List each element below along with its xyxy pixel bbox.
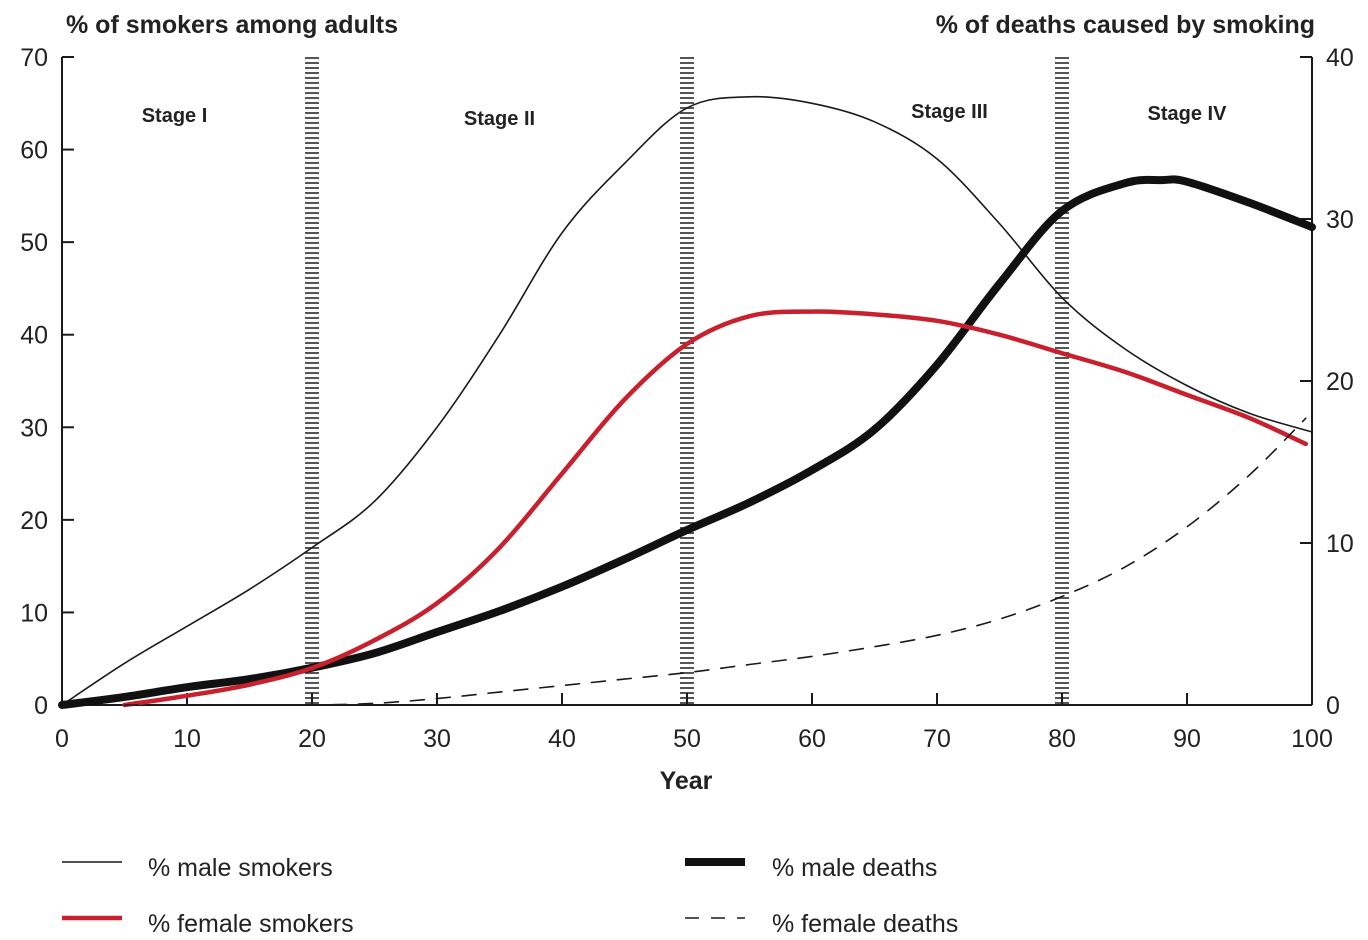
stage-label: Stage IV: [1148, 103, 1228, 125]
x-tick-label: 40: [548, 725, 576, 753]
left-y-tick-label: 10: [20, 599, 48, 627]
series-line-female-smokers: [122, 309, 1308, 708]
legend: % male smokers % female smokers % male dea…: [62, 854, 958, 938]
x-axis-title: Year: [660, 767, 713, 795]
right-y-axis-ticks: 0 10 20 30 40: [1300, 44, 1354, 720]
series-line-male-smokers: [61, 95, 1313, 706]
left-y-tick-label: 70: [20, 44, 48, 72]
series-lines: [58, 95, 1316, 709]
stage-labels: Stage I Stage II Stage III Stage IV: [142, 101, 1227, 130]
right-y-tick-label: 10: [1326, 530, 1354, 558]
left-y-tick-label: 60: [20, 137, 48, 165]
left-y-tick-label: 0: [34, 692, 48, 720]
x-tick-label: 60: [798, 725, 826, 753]
x-tick-label: 0: [55, 725, 69, 753]
left-axis-title: % of smokers among adults: [66, 11, 398, 39]
left-y-tick-label: 40: [20, 322, 48, 350]
left-y-tick-label: 50: [20, 229, 48, 257]
x-tick-label: 30: [423, 725, 451, 753]
legend-label: % female smokers: [148, 910, 354, 938]
right-y-tick-label: 30: [1326, 206, 1354, 234]
left-y-tick-label: 20: [20, 507, 48, 535]
legend-label: % male deaths: [772, 854, 937, 882]
right-y-tick-label: 0: [1326, 692, 1340, 720]
x-tick-label: 10: [173, 725, 201, 753]
x-tick-label: 50: [673, 725, 701, 753]
stage-dividers: [305, 57, 1069, 705]
x-axis-ticks: 0 10 20 30 40 50 60 70 80 90 100: [55, 693, 1333, 753]
left-y-tick-label: 30: [20, 414, 48, 442]
legend-label: % female deaths: [772, 910, 958, 938]
stage-label: Stage I: [142, 105, 208, 127]
right-y-tick-label: 40: [1326, 44, 1354, 72]
x-tick-label: 70: [923, 725, 951, 753]
right-axis-title: % of deaths caused by smoking: [936, 11, 1315, 39]
legend-label: % male smokers: [148, 854, 333, 882]
series-line-female-deaths: [123, 417, 1307, 706]
x-tick-label: 90: [1173, 725, 1201, 753]
x-tick-label: 80: [1048, 725, 1076, 753]
stage-label: Stage II: [464, 108, 535, 130]
x-tick-label: 20: [298, 725, 326, 753]
x-tick-label: 100: [1291, 725, 1333, 753]
stage-label: Stage III: [911, 101, 988, 123]
right-y-tick-label: 20: [1326, 368, 1354, 396]
left-y-axis-ticks: 0 10 20 30 40 50 60 70: [20, 44, 74, 720]
